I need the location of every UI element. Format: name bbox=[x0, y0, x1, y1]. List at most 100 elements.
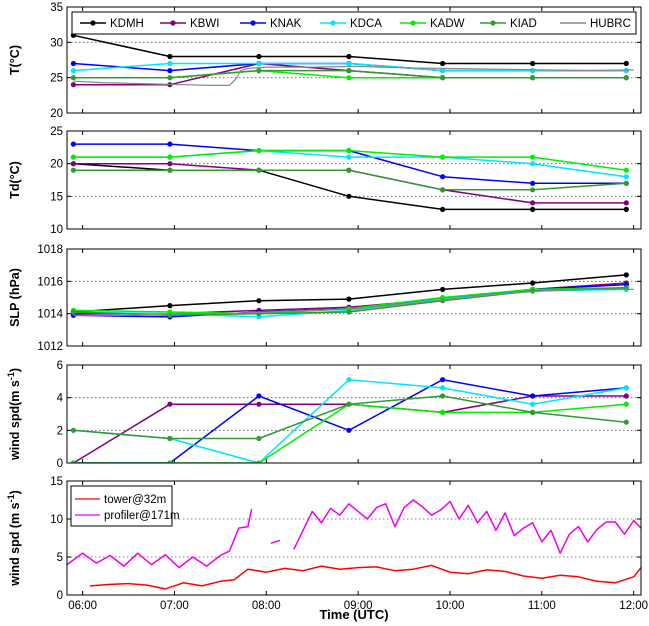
legend-marker bbox=[330, 20, 336, 26]
data-point bbox=[530, 68, 536, 74]
x-axis-label: Time (UTC) bbox=[319, 607, 388, 622]
data-point bbox=[623, 419, 629, 425]
series-line-kadw bbox=[73, 149, 627, 171]
x-tick-label: 07:00 bbox=[160, 600, 189, 612]
data-point bbox=[167, 401, 173, 407]
series-group bbox=[70, 32, 634, 88]
y-tick-label: 15 bbox=[50, 191, 63, 203]
data-point bbox=[167, 435, 173, 442]
legend-box bbox=[70, 485, 173, 527]
series-line-knak bbox=[73, 378, 627, 463]
y-tick-label: 1014 bbox=[37, 309, 63, 321]
y-axis-label-end: ) bbox=[8, 490, 22, 494]
y-tick-label: 0 bbox=[57, 458, 63, 470]
legend-box bbox=[71, 11, 637, 35]
data-point bbox=[440, 187, 446, 193]
y-tick-label: 10 bbox=[50, 224, 63, 236]
data-point bbox=[346, 193, 352, 199]
data-point bbox=[167, 53, 173, 60]
y-axis-label-text: SLP (hPa) bbox=[8, 268, 22, 327]
data-point bbox=[256, 298, 262, 304]
data-point bbox=[346, 148, 352, 154]
x-tick-label: 08:00 bbox=[252, 600, 281, 612]
data-point bbox=[70, 167, 76, 173]
data-point bbox=[167, 161, 173, 167]
legend-marker bbox=[90, 20, 96, 26]
data-point bbox=[623, 174, 629, 180]
data-point bbox=[530, 187, 536, 193]
y-axis-label-superscript: -1 bbox=[6, 494, 16, 502]
data-point bbox=[70, 141, 76, 147]
panel-3: 1012 1014 1016 1018 SLP (hPa) bbox=[8, 244, 642, 353]
data-point bbox=[167, 167, 173, 173]
data-point bbox=[167, 460, 173, 463]
series-line-profiler-171m bbox=[67, 499, 641, 569]
data-point bbox=[70, 75, 76, 81]
legend-label: KIAD bbox=[510, 18, 537, 30]
legend-marker bbox=[410, 20, 416, 26]
data-point bbox=[440, 174, 446, 180]
legend-label: profiler@171m bbox=[104, 510, 180, 522]
axes-frame bbox=[66, 130, 642, 230]
data-point bbox=[440, 154, 446, 160]
data-point bbox=[623, 272, 629, 278]
data-point bbox=[70, 68, 76, 74]
data-point bbox=[623, 401, 629, 407]
series-line-hubrc bbox=[73, 288, 634, 316]
x-tick-label: 09:00 bbox=[344, 600, 373, 612]
data-point bbox=[346, 60, 352, 67]
y-axis-label-end: ) bbox=[8, 368, 22, 372]
data-point bbox=[256, 148, 262, 154]
y-tick-label: 1012 bbox=[37, 341, 63, 353]
data-point bbox=[530, 60, 536, 67]
data-point bbox=[346, 309, 352, 315]
data-point bbox=[440, 206, 446, 212]
legend-marker bbox=[170, 20, 176, 26]
y-tick-label: 0 bbox=[57, 590, 63, 602]
data-point bbox=[346, 296, 352, 302]
data-point bbox=[346, 167, 352, 173]
legend-label: KNAK bbox=[270, 18, 302, 30]
series-line-kiad bbox=[73, 169, 627, 191]
data-point bbox=[623, 206, 629, 212]
series-group bbox=[70, 272, 634, 320]
data-point bbox=[346, 377, 352, 383]
data-point bbox=[70, 309, 76, 315]
data-point bbox=[256, 68, 262, 74]
data-point bbox=[623, 393, 629, 399]
y-axis-label-text: wind spd (m s bbox=[8, 502, 22, 586]
y-axis-label-text: T(°C) bbox=[8, 45, 22, 75]
axes-frame bbox=[66, 6, 642, 114]
axes-frame bbox=[66, 364, 642, 464]
data-point bbox=[70, 82, 76, 88]
y-axis-label-superscript: -1 bbox=[6, 372, 16, 380]
data-point bbox=[440, 75, 446, 81]
data-point bbox=[346, 53, 352, 60]
series-group bbox=[67, 499, 641, 590]
data-point bbox=[530, 161, 536, 167]
y-axis-label-text: wind spd(m s bbox=[8, 380, 22, 461]
axes-frame bbox=[66, 248, 642, 347]
data-point bbox=[256, 393, 262, 399]
data-point bbox=[530, 75, 536, 81]
data-point bbox=[530, 401, 536, 407]
y-tick-label: 15 bbox=[50, 476, 63, 488]
data-point bbox=[167, 75, 173, 81]
data-point bbox=[623, 60, 629, 67]
data-point bbox=[440, 68, 446, 74]
y-tick-label: 30 bbox=[50, 37, 63, 49]
series-group bbox=[70, 377, 629, 463]
legend-bottom: tower@32m profiler@171m bbox=[70, 485, 180, 527]
data-point bbox=[623, 385, 629, 391]
data-point bbox=[346, 427, 352, 433]
y-tick-label: 20 bbox=[50, 159, 63, 171]
data-point bbox=[440, 409, 446, 415]
data-point bbox=[530, 206, 536, 212]
y-tick-label: 2 bbox=[57, 425, 63, 437]
data-point bbox=[167, 303, 173, 309]
legend-top: KDMH KBWI KNAK KDCA KADW KIAD HUBRC bbox=[71, 11, 637, 35]
data-point bbox=[346, 75, 352, 81]
data-point bbox=[440, 286, 446, 292]
data-point bbox=[440, 385, 446, 391]
data-point bbox=[623, 75, 629, 81]
